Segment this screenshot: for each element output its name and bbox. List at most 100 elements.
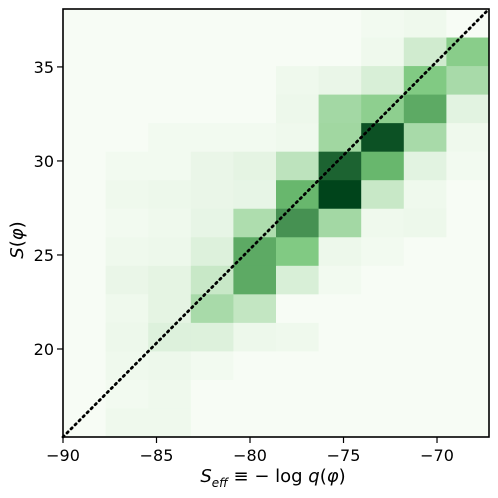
heatmap-cell <box>105 180 149 210</box>
heatmap-cell <box>233 123 277 153</box>
heatmap-cell <box>63 351 107 381</box>
heatmap-cell <box>276 265 320 295</box>
heatmap-cell <box>318 66 362 96</box>
heatmap-cell <box>233 37 277 67</box>
heatmap-cell <box>148 237 192 267</box>
heatmap-cell <box>190 123 234 153</box>
heatmap-cell <box>148 351 192 381</box>
heatmap-cell <box>233 379 277 409</box>
heatmap-cell <box>276 379 320 409</box>
heatmap-cell <box>403 294 447 324</box>
heatmap-cell <box>318 294 362 324</box>
heatmap-cell <box>361 351 405 381</box>
heatmap-cell <box>63 180 107 210</box>
x-tick-label: −70 <box>420 446 454 465</box>
heatmap-cell <box>403 94 447 124</box>
heatmap-cell <box>63 123 107 153</box>
heatmap-cell <box>361 37 405 67</box>
heatmap-cell <box>361 237 405 267</box>
heatmap-cell <box>403 408 447 438</box>
y-tick-label: 20 <box>34 340 54 359</box>
heatmap-cell <box>63 294 107 324</box>
plot-frame <box>62 8 490 438</box>
heatmap-cell <box>446 123 490 153</box>
heatmap-cell <box>105 9 149 39</box>
heatmap-cell <box>318 379 362 409</box>
heatmap-cell <box>446 180 490 210</box>
heatmap-cell <box>318 322 362 352</box>
heatmap-cell <box>63 379 107 409</box>
heatmap-cell <box>361 265 405 295</box>
y-axis-label: S(φ) <box>7 221 28 258</box>
heatmap-cell <box>105 208 149 238</box>
heatmap-cell <box>403 180 447 210</box>
heatmap-cell <box>148 37 192 67</box>
heatmap-cell <box>190 9 234 39</box>
heatmap-cell <box>318 237 362 267</box>
heatmap-cell <box>403 237 447 267</box>
heatmap-cell <box>446 294 490 324</box>
heatmap-cell <box>318 180 362 210</box>
heatmap-cell <box>148 265 192 295</box>
heatmap-cell <box>446 9 490 39</box>
heatmap-cell <box>63 151 107 181</box>
heatmap-cell <box>276 123 320 153</box>
heatmap-cell <box>318 94 362 124</box>
heatmap-cell <box>190 322 234 352</box>
heatmap-cell <box>190 294 234 324</box>
heatmap-cell <box>361 94 405 124</box>
heatmap-cell <box>446 408 490 438</box>
heatmap-cell <box>318 9 362 39</box>
heatmap-cell <box>276 9 320 39</box>
heatmap-cell <box>105 123 149 153</box>
heatmap-cell <box>148 208 192 238</box>
heatmap-cell <box>105 265 149 295</box>
heatmap-cell <box>318 408 362 438</box>
y-axis-ticks: 20 25 30 35 <box>34 58 63 359</box>
heatmap-cell <box>63 66 107 96</box>
x-axis-label: Seff ≡ − log q(φ) <box>200 466 345 490</box>
heatmap-cell <box>233 9 277 39</box>
heatmap-cell <box>190 408 234 438</box>
heatmap-cell <box>276 408 320 438</box>
heatmap-cell <box>63 408 107 438</box>
heatmap-cell <box>361 9 405 39</box>
heatmap-cell <box>190 94 234 124</box>
heatmap-cell <box>190 351 234 381</box>
heatmap-cell <box>148 408 192 438</box>
heatmap-cell <box>190 180 234 210</box>
heatmap-cell <box>148 123 192 153</box>
heatmap-cell <box>403 151 447 181</box>
heatmap-cell <box>63 9 107 39</box>
heatmap-cell <box>276 351 320 381</box>
heatmap-cell <box>105 408 149 438</box>
heatmap-cell <box>105 294 149 324</box>
heatmap-cell <box>361 180 405 210</box>
heatmap-cell <box>63 322 107 352</box>
heatmap-cell <box>403 322 447 352</box>
heatmap-cell <box>403 379 447 409</box>
heatmap-cell <box>148 294 192 324</box>
x-tick-label: −85 <box>140 446 174 465</box>
heatmap-cell <box>105 379 149 409</box>
heatmap-cell <box>361 379 405 409</box>
heatmap-cell <box>233 294 277 324</box>
heatmap-cell <box>318 208 362 238</box>
heatmap-cell <box>361 408 405 438</box>
heatmap-cell <box>233 408 277 438</box>
heatmap-cell <box>276 322 320 352</box>
heatmap-cell <box>63 208 107 238</box>
heatmap-cell <box>233 237 277 267</box>
heatmap-cell <box>63 237 107 267</box>
heatmap-cell <box>361 151 405 181</box>
heatmap-cell <box>446 66 490 96</box>
heatmap-cell <box>148 379 192 409</box>
heatmap-cell <box>361 123 405 153</box>
heatmap-cell <box>276 208 320 238</box>
heatmap-cell <box>190 37 234 67</box>
heatmap-cell <box>190 237 234 267</box>
heatmap-cell <box>403 37 447 67</box>
heatmap-cell <box>233 351 277 381</box>
heatmap-cell <box>446 37 490 67</box>
